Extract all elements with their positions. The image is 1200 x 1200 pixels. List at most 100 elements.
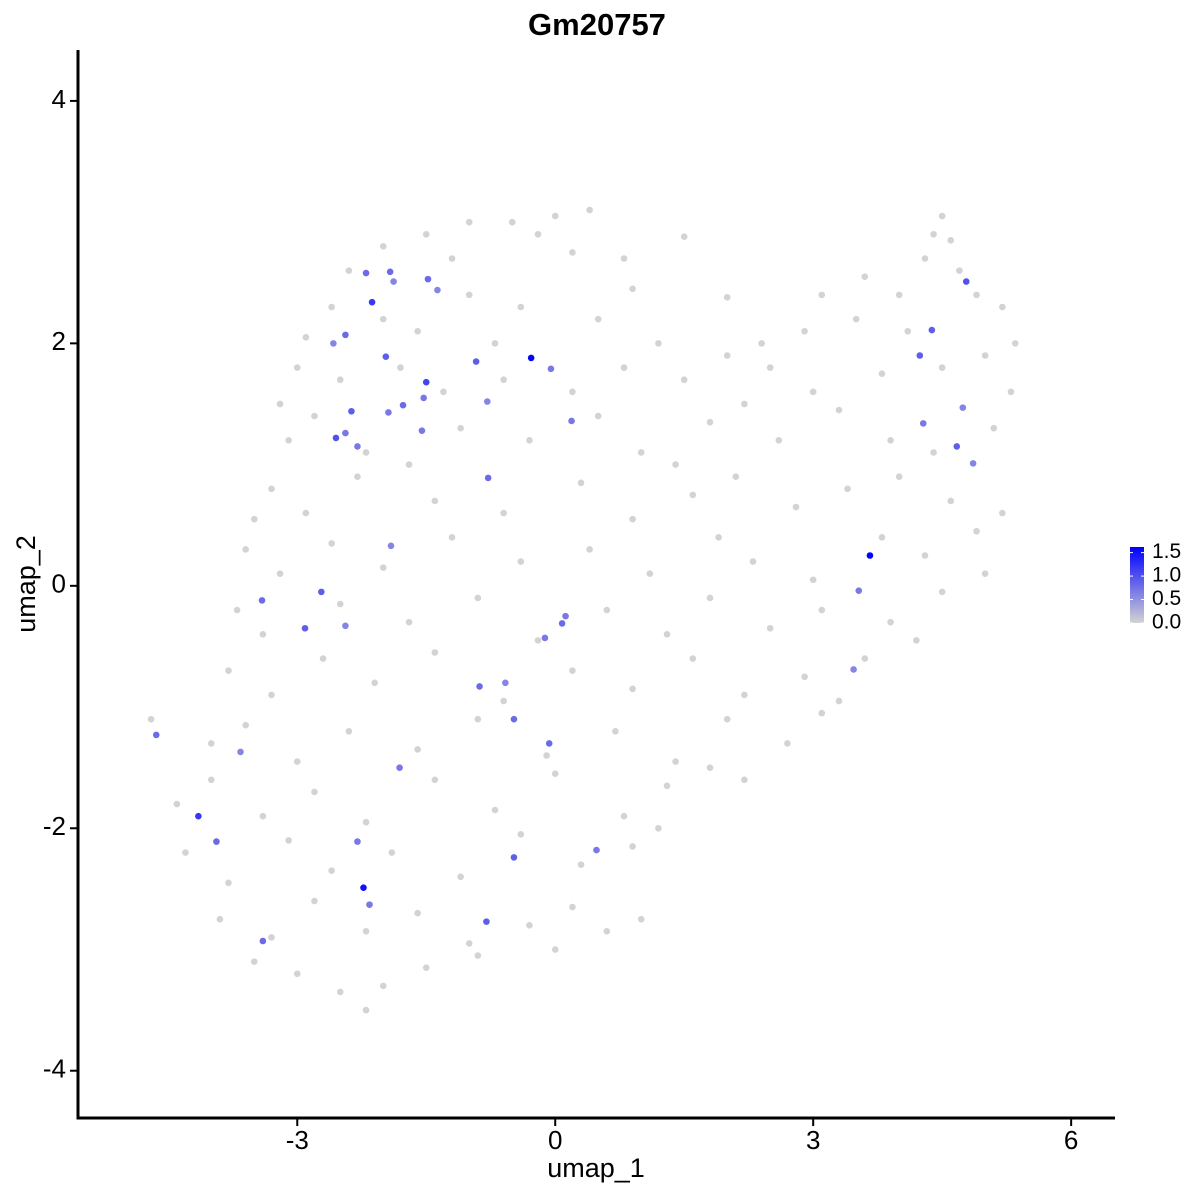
point <box>928 326 936 334</box>
point <box>534 230 542 238</box>
point <box>569 249 576 256</box>
point <box>268 934 275 941</box>
point <box>603 928 611 935</box>
point <box>311 412 318 420</box>
point <box>354 473 361 481</box>
point <box>715 534 722 541</box>
point <box>216 915 224 923</box>
point <box>981 570 989 577</box>
point <box>620 812 628 820</box>
point <box>225 879 232 887</box>
point <box>342 331 349 339</box>
point <box>680 376 688 384</box>
point <box>348 407 355 415</box>
point <box>385 409 392 416</box>
point <box>440 388 447 396</box>
point <box>336 600 344 608</box>
point <box>431 497 439 505</box>
point <box>285 837 292 844</box>
x-tick-label: 0 <box>548 1125 562 1155</box>
point <box>345 727 353 735</box>
point <box>362 928 370 935</box>
point <box>491 806 499 814</box>
point <box>276 570 284 577</box>
point <box>207 740 215 747</box>
point <box>414 909 421 917</box>
point <box>431 649 439 656</box>
point <box>723 715 731 723</box>
point <box>895 473 903 481</box>
point <box>390 278 397 285</box>
point <box>921 552 929 559</box>
point <box>672 461 679 468</box>
point <box>405 618 413 626</box>
point <box>916 352 924 359</box>
point <box>336 988 344 996</box>
point <box>741 400 748 408</box>
point <box>420 394 427 402</box>
point <box>962 278 970 285</box>
point <box>887 618 894 626</box>
point <box>328 303 335 311</box>
point <box>878 534 886 541</box>
point <box>147 715 155 723</box>
point <box>526 921 533 929</box>
point <box>342 429 349 437</box>
point <box>371 679 378 687</box>
point <box>792 503 800 511</box>
point <box>510 854 518 861</box>
point <box>852 315 860 323</box>
point <box>919 420 927 427</box>
point <box>242 721 249 729</box>
point <box>562 612 569 620</box>
point <box>959 404 967 411</box>
point <box>620 364 628 371</box>
colorbar-tick-label: 0.0 <box>1152 611 1181 634</box>
point <box>431 776 439 784</box>
point <box>569 388 576 396</box>
point <box>457 424 464 432</box>
point <box>491 340 499 347</box>
point <box>268 485 275 493</box>
point <box>483 918 490 925</box>
point <box>775 437 783 444</box>
point <box>655 340 662 347</box>
point <box>472 358 480 365</box>
y-axis-label: umap_2 <box>11 535 41 633</box>
point <box>543 752 550 759</box>
point <box>242 546 249 553</box>
point <box>332 434 340 442</box>
point <box>612 727 619 735</box>
point <box>213 838 220 845</box>
point <box>850 666 857 673</box>
point <box>517 558 525 565</box>
colorbar <box>1130 547 1144 623</box>
point <box>938 588 946 596</box>
chart-title: Gm20757 <box>528 7 666 42</box>
point <box>741 776 748 784</box>
point <box>457 873 464 881</box>
point <box>474 594 482 602</box>
point <box>414 327 421 335</box>
point <box>766 364 774 371</box>
point <box>568 417 575 425</box>
point <box>637 449 645 456</box>
colorbar-tick-label: 1.5 <box>1152 540 1181 563</box>
point <box>732 473 740 481</box>
point <box>483 398 491 405</box>
point <box>500 697 507 705</box>
point <box>414 746 421 753</box>
point <box>990 424 998 432</box>
colorbar-tick-label: 0.5 <box>1152 587 1181 610</box>
point <box>336 376 344 384</box>
point <box>551 212 559 220</box>
point <box>577 861 585 868</box>
point <box>818 709 826 717</box>
point <box>835 406 843 414</box>
point <box>680 233 688 240</box>
point <box>293 758 301 765</box>
point <box>689 491 697 499</box>
point <box>801 327 808 335</box>
point <box>293 364 301 371</box>
point <box>328 867 335 874</box>
